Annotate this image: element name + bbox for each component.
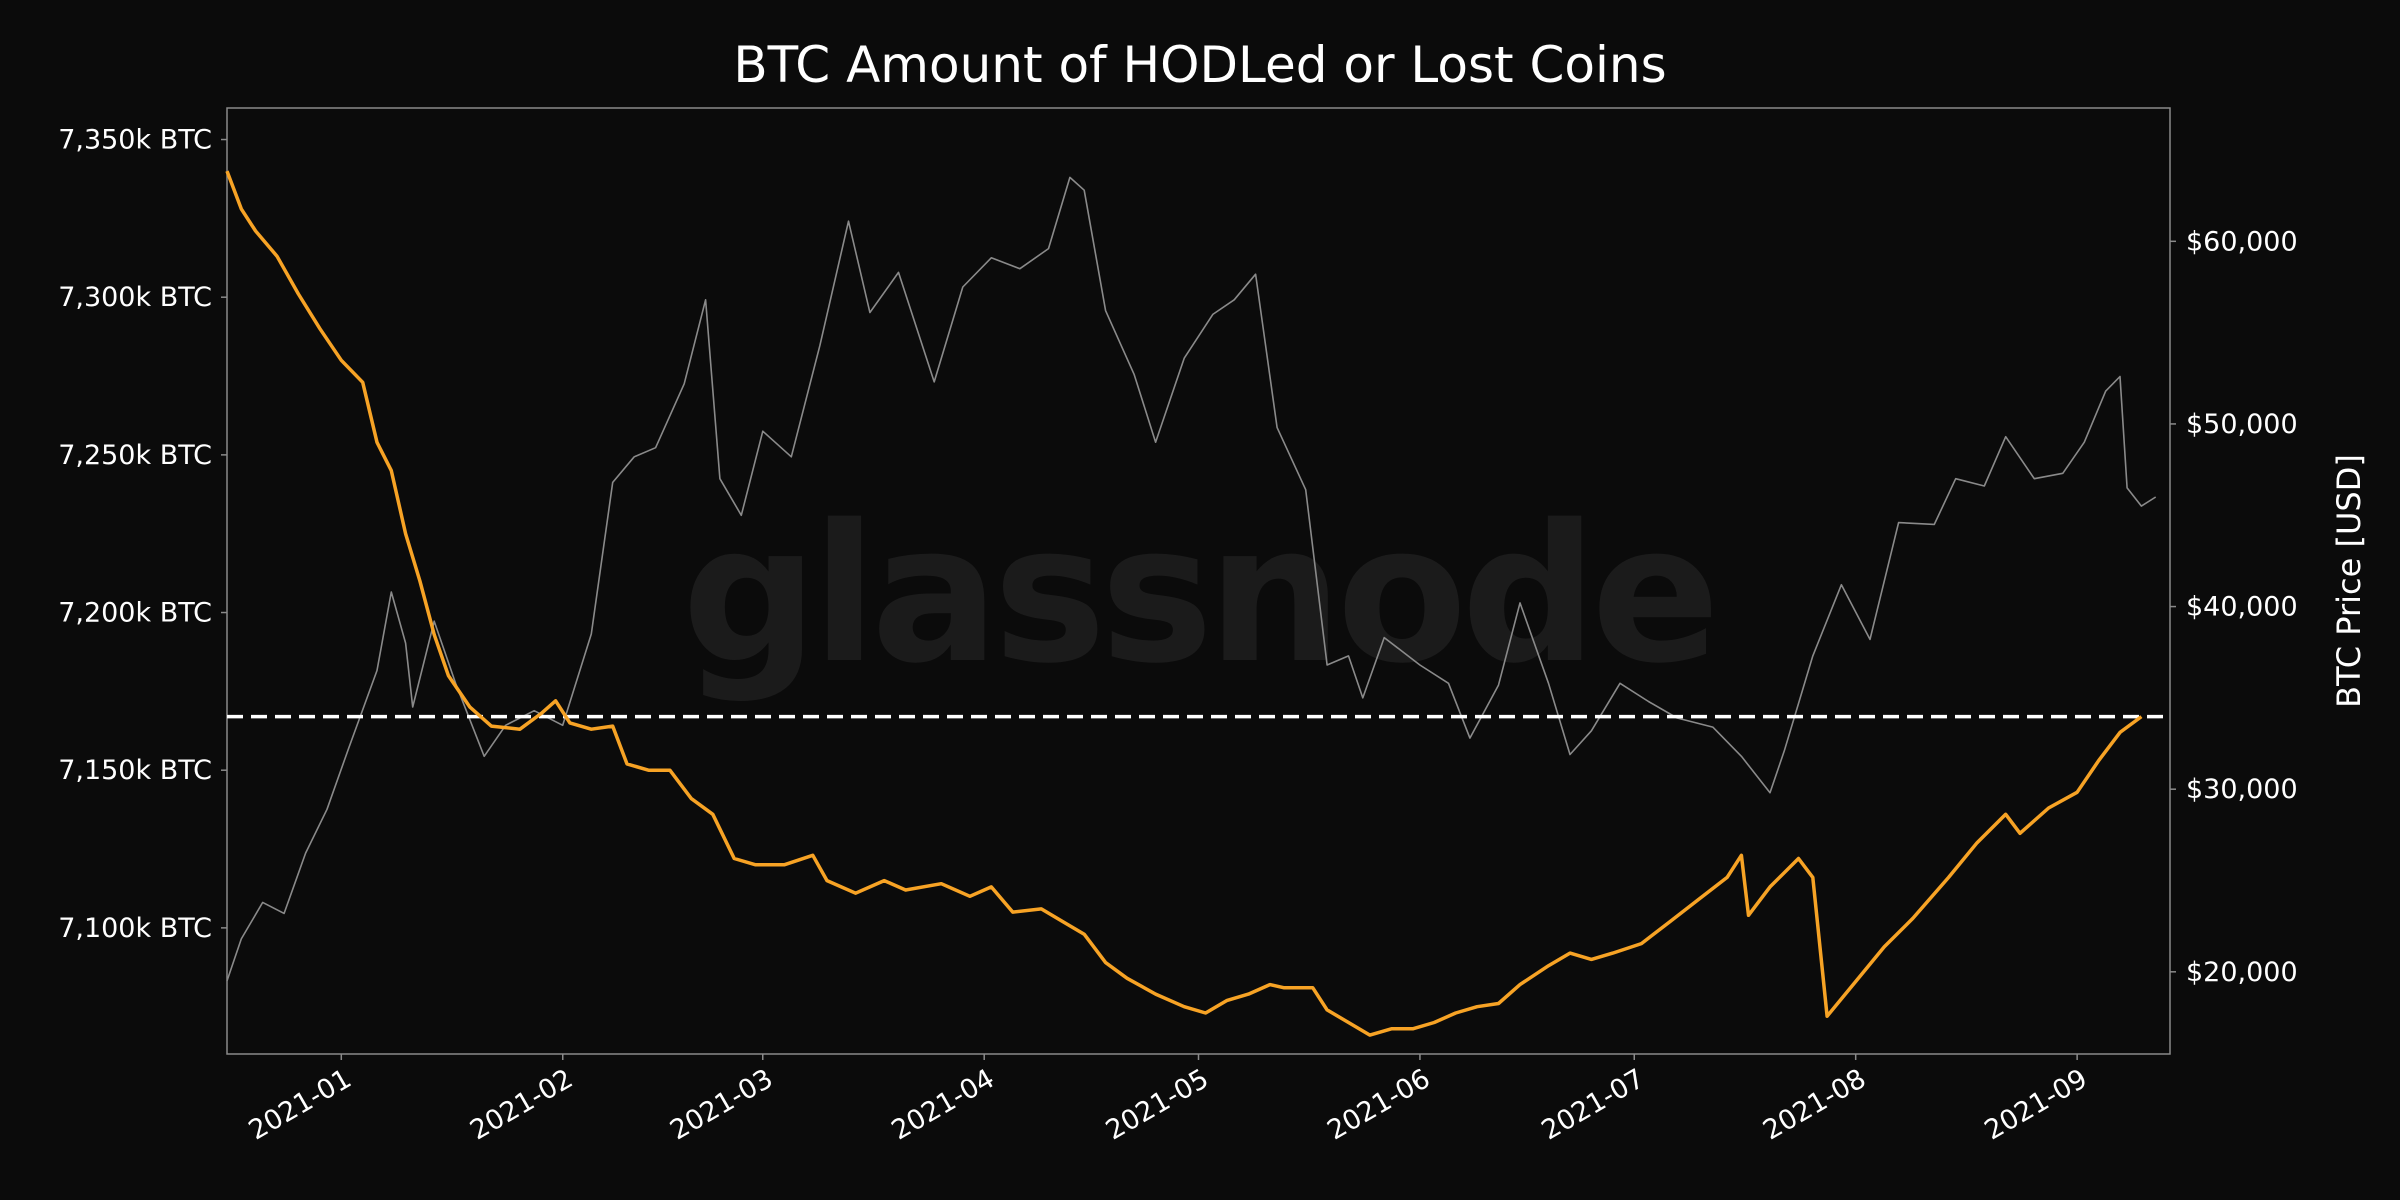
left-tick-label: 7,250k BTC — [58, 440, 212, 471]
left-tick-label: 7,200k BTC — [58, 598, 212, 629]
right-tick-label: $30,000 — [2186, 774, 2298, 805]
watermark: glassnode — [682, 484, 1714, 705]
plot-area — [226, 107, 2171, 1055]
hodl-coins-line — [225, 170, 2143, 1037]
right-axis-ticks: $20,000 $30,000 $40,000 $50,000 $60,000 — [2170, 226, 2298, 988]
left-axis-ticks: 7,100k BTC 7,150k BTC 7,200k BTC 7,250k BTC… — [58, 125, 227, 944]
right-tick-label: $40,000 — [2186, 592, 2298, 623]
hodl-series-group — [225, 170, 2143, 1037]
left-tick-label: 7,300k BTC — [58, 282, 212, 313]
left-tick-label: 7,150k BTC — [58, 755, 212, 786]
right-tick-label: $60,000 — [2186, 226, 2298, 257]
btc-price-line — [226, 176, 2157, 982]
right-tick-label: $20,000 — [2186, 957, 2298, 988]
price-series-group — [226, 176, 2157, 982]
left-tick-label: 7,350k BTC — [58, 125, 212, 156]
right-axis-label: BTC Price [USD] — [2330, 454, 2368, 708]
chart-title: BTC Amount of HODLed or Lost Coins — [733, 36, 1666, 94]
left-tick-label: 7,100k BTC — [58, 913, 212, 944]
right-tick-label: $50,000 — [2186, 409, 2298, 440]
